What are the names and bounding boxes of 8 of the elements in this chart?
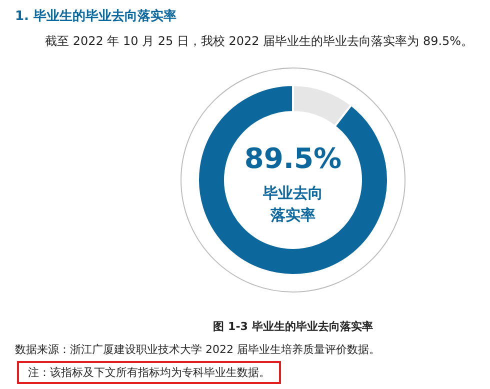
- donut-slice: [197, 84, 389, 276]
- data-label: 89.5%: [244, 142, 342, 175]
- source-note: 数据来源：浙江广厦建设职业技术大学 2022 届毕业生培养质量评价数据。: [15, 343, 380, 356]
- chart-subtitle: 截至 2022 年 10 月 25 日，我校 2022 届毕业生的毕业去向落实率为 89.5%。: [45, 34, 474, 48]
- caption: 图 1-3 毕业生的毕业去向落实率: [213, 320, 373, 333]
- chart-title: 1. 毕业生的毕业去向落实率: [15, 8, 177, 24]
- text: 注：该指标及下文所有指标均为专科毕业生数据。: [28, 366, 270, 379]
- text: 毕业去向落实率: [262, 184, 323, 224]
